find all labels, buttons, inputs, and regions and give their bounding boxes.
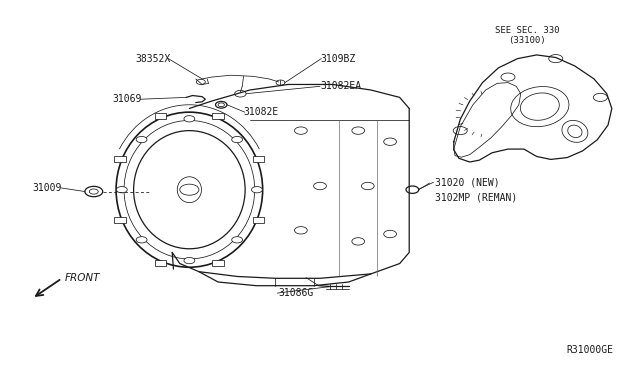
- Circle shape: [314, 182, 326, 190]
- Circle shape: [548, 55, 563, 62]
- Circle shape: [593, 93, 607, 102]
- Text: 31082E: 31082E: [244, 107, 279, 117]
- Bar: [155, 260, 166, 266]
- Circle shape: [184, 116, 195, 122]
- Bar: [253, 156, 264, 162]
- Circle shape: [406, 186, 419, 193]
- Text: 3102MP (REMAN): 3102MP (REMAN): [435, 192, 517, 202]
- Circle shape: [384, 138, 396, 145]
- Circle shape: [232, 137, 243, 143]
- Circle shape: [294, 227, 307, 234]
- Text: 3109BZ: 3109BZ: [320, 54, 355, 64]
- Circle shape: [252, 186, 262, 193]
- Text: (33100): (33100): [508, 36, 546, 45]
- Circle shape: [184, 257, 195, 264]
- Circle shape: [116, 186, 127, 193]
- Text: SEE SEC. 330: SEE SEC. 330: [495, 26, 559, 35]
- Circle shape: [352, 127, 365, 134]
- Text: 31082EA: 31082EA: [320, 81, 361, 91]
- Circle shape: [276, 80, 285, 85]
- Bar: [212, 113, 224, 119]
- Circle shape: [216, 102, 227, 108]
- Circle shape: [294, 127, 307, 134]
- Circle shape: [453, 126, 467, 135]
- Circle shape: [362, 182, 374, 190]
- Circle shape: [136, 137, 147, 143]
- Text: 31020 (NEW): 31020 (NEW): [435, 177, 499, 187]
- Bar: [253, 217, 264, 223]
- Circle shape: [352, 238, 365, 245]
- Text: FRONT: FRONT: [65, 273, 100, 283]
- Circle shape: [232, 237, 243, 243]
- Text: 31069: 31069: [112, 94, 141, 104]
- Text: R31000GE: R31000GE: [566, 345, 613, 355]
- Circle shape: [501, 73, 515, 81]
- Circle shape: [384, 230, 396, 238]
- Circle shape: [180, 184, 199, 195]
- Bar: [212, 260, 224, 266]
- Circle shape: [196, 79, 205, 84]
- Text: 31086G: 31086G: [278, 288, 314, 298]
- Text: 38352X: 38352X: [135, 54, 170, 64]
- Circle shape: [235, 90, 246, 97]
- Bar: [115, 156, 126, 162]
- Bar: [115, 217, 126, 223]
- Circle shape: [136, 237, 147, 243]
- Text: 31009: 31009: [33, 183, 62, 193]
- Circle shape: [90, 189, 99, 194]
- Bar: [155, 113, 166, 119]
